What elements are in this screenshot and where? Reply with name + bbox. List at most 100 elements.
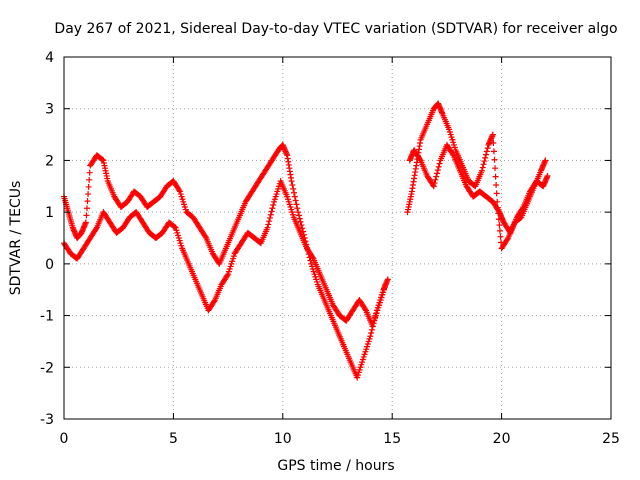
data-point bbox=[269, 205, 276, 212]
data-point bbox=[544, 172, 551, 179]
x-tick-label: 10 bbox=[274, 431, 292, 447]
data-point bbox=[289, 181, 296, 188]
x-tick-label: 0 bbox=[60, 431, 69, 447]
y-tick-label: 0 bbox=[45, 257, 54, 273]
data-point bbox=[493, 181, 500, 188]
data-point bbox=[300, 228, 307, 235]
data-point bbox=[484, 145, 491, 152]
chart-title: Day 267 of 2021, Sidereal Day-to-day VTE… bbox=[54, 21, 617, 37]
x-tick-label: 20 bbox=[493, 431, 511, 447]
data-point bbox=[481, 158, 488, 165]
plot-frame bbox=[63, 56, 612, 420]
y-tick-label: 3 bbox=[45, 102, 54, 118]
x-tick-label: 25 bbox=[602, 431, 620, 447]
grid-lines bbox=[64, 57, 611, 419]
data-point bbox=[449, 150, 456, 157]
data-point bbox=[435, 163, 442, 170]
data-point bbox=[490, 148, 497, 155]
data-point bbox=[492, 173, 499, 180]
data-point bbox=[266, 218, 273, 225]
x-tick-labels: 0 5 10 15 20 25 bbox=[60, 431, 620, 447]
data-point bbox=[295, 209, 302, 216]
data-point bbox=[489, 131, 496, 138]
data-point bbox=[434, 167, 441, 174]
y-axis-label: SDTVAR / TECUs bbox=[8, 181, 24, 296]
axis-ticks bbox=[63, 56, 612, 420]
data-point bbox=[295, 212, 302, 219]
data-point bbox=[309, 254, 316, 261]
data-point bbox=[211, 298, 218, 305]
data-point bbox=[504, 236, 511, 243]
data-point bbox=[433, 173, 440, 180]
data-point bbox=[493, 190, 500, 197]
data-point bbox=[82, 219, 89, 226]
y-tick-label: 4 bbox=[45, 50, 54, 66]
data-point bbox=[85, 191, 92, 198]
data-point bbox=[416, 156, 423, 163]
data-point bbox=[83, 205, 90, 212]
data-point bbox=[367, 333, 374, 340]
data-point bbox=[492, 165, 499, 172]
data-point bbox=[224, 272, 231, 279]
data-point bbox=[368, 330, 375, 337]
data-point bbox=[483, 148, 490, 155]
data-point bbox=[479, 164, 486, 171]
data-point bbox=[496, 227, 503, 234]
data-point bbox=[296, 215, 303, 222]
y-tick-label: 2 bbox=[45, 153, 54, 169]
x-tick-label: 5 bbox=[169, 431, 178, 447]
y-tick-label: -1 bbox=[40, 309, 54, 325]
data-point bbox=[291, 189, 298, 196]
data-point bbox=[490, 139, 497, 146]
data-point bbox=[478, 167, 485, 174]
data-point bbox=[480, 161, 487, 168]
data-point bbox=[519, 205, 526, 212]
data-point bbox=[92, 225, 99, 232]
data-point bbox=[430, 183, 437, 190]
data-point bbox=[436, 160, 443, 167]
data-point bbox=[99, 156, 106, 163]
data-point bbox=[497, 233, 504, 240]
data-point bbox=[294, 205, 301, 212]
data-point bbox=[86, 176, 93, 183]
x-tick-label: 15 bbox=[383, 431, 401, 447]
data-point bbox=[293, 201, 300, 208]
y-tick-labels: -3 -2 -1 0 1 2 3 4 bbox=[40, 50, 54, 428]
data-point bbox=[171, 224, 178, 231]
data-point bbox=[542, 157, 549, 164]
data-point bbox=[362, 306, 369, 313]
x-axis-label: GPS time / hours bbox=[277, 458, 394, 474]
data-point bbox=[265, 221, 272, 228]
data-point bbox=[202, 233, 209, 240]
data-point bbox=[290, 185, 297, 192]
data-point bbox=[498, 239, 505, 246]
data-point bbox=[83, 212, 90, 219]
data-point bbox=[267, 211, 274, 218]
data-point bbox=[432, 176, 439, 183]
data-point bbox=[431, 180, 438, 187]
y-tick-label: 1 bbox=[45, 205, 54, 221]
data-point bbox=[176, 187, 183, 194]
data-point bbox=[291, 193, 298, 200]
data-point bbox=[382, 281, 389, 288]
data-point bbox=[483, 151, 490, 158]
y-tick-label: -2 bbox=[40, 360, 54, 376]
data-markers bbox=[61, 100, 551, 381]
data-point bbox=[84, 198, 91, 205]
data-point bbox=[384, 276, 391, 283]
data-point bbox=[86, 169, 93, 176]
data-point bbox=[264, 224, 271, 231]
data-point bbox=[85, 183, 92, 190]
data-point bbox=[297, 218, 304, 225]
data-point bbox=[434, 170, 441, 177]
data-point bbox=[496, 222, 503, 229]
y-tick-label: -3 bbox=[40, 412, 54, 428]
data-point bbox=[292, 197, 299, 204]
data-point bbox=[268, 208, 275, 215]
data-point bbox=[270, 202, 277, 209]
data-point bbox=[288, 178, 295, 185]
data-point bbox=[491, 156, 498, 163]
data-point bbox=[266, 214, 273, 221]
data-point bbox=[482, 154, 489, 161]
